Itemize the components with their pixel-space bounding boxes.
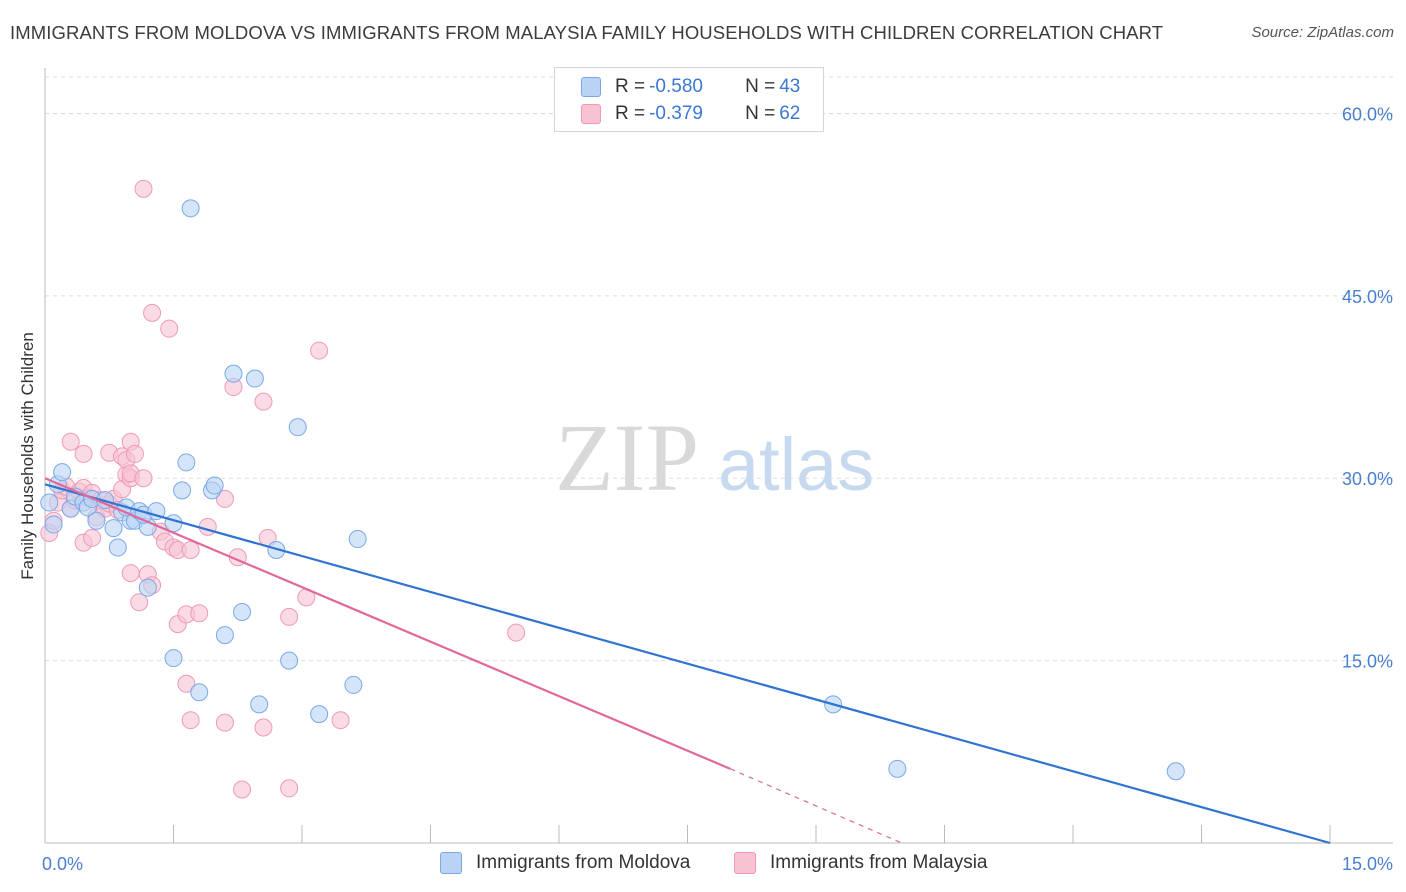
moldova-point[interactable] [40, 493, 59, 512]
malaysia-point[interactable] [215, 713, 234, 732]
malaysia-point[interactable] [134, 179, 153, 198]
y-tick-labels: 15.0% 30.0% 45.0% 60.0% [1342, 104, 1393, 671]
malaysia-trend-line [44, 477, 731, 770]
malaysia-trend-extension [730, 768, 902, 844]
moldova-point[interactable] [104, 519, 123, 538]
moldova-point[interactable] [888, 759, 907, 778]
watermark-atlas: atlas [718, 423, 874, 506]
moldova-point[interactable] [138, 578, 157, 597]
moldova-point[interactable] [205, 476, 224, 495]
moldova-point[interactable] [108, 538, 127, 557]
watermark: ZIP atlas [555, 404, 874, 511]
malaysia-point[interactable] [143, 303, 162, 322]
legend-label-moldova: Immigrants from Moldova [476, 852, 691, 873]
malaysia-point[interactable] [507, 623, 526, 642]
malaysia-point[interactable] [190, 604, 209, 623]
moldova-point[interactable] [177, 453, 196, 472]
malaysia-swatch [581, 104, 601, 124]
malaysia-legend-swatch [734, 852, 756, 874]
legend-item-moldova[interactable]: Immigrants from Moldova [440, 852, 690, 874]
malaysia-point[interactable] [177, 674, 196, 693]
trend-lines [44, 477, 1331, 845]
malaysia-point[interactable] [134, 469, 153, 488]
malaysia-points [40, 179, 526, 799]
malaysia-point[interactable] [198, 517, 217, 536]
legend-row-moldova: R = -0.580 N = 43 [581, 75, 800, 99]
moldova-point[interactable] [310, 705, 329, 724]
moldova-trend-line [44, 483, 1331, 845]
malaysia-point[interactable] [130, 593, 149, 612]
x-tick-label-min: 0.0% [42, 854, 83, 874]
malaysia-point[interactable] [233, 780, 252, 799]
legend-n-value-moldova: 43 [779, 76, 801, 97]
legend-item-malaysia[interactable]: Immigrants from Malaysia [734, 852, 988, 874]
malaysia-point[interactable] [83, 528, 102, 547]
legend-row-malaysia: R = -0.379 N = 62 [581, 102, 800, 126]
series-legend: Immigrants from Moldova Immigrants from … [0, 852, 1406, 878]
moldova-point[interactable] [190, 683, 209, 702]
moldova-point[interactable] [173, 481, 192, 500]
malaysia-point[interactable] [61, 432, 80, 451]
malaysia-point[interactable] [125, 444, 144, 463]
moldova-legend-swatch [440, 852, 462, 874]
y-tick-label: 15.0% [1342, 652, 1393, 672]
moldova-point[interactable] [87, 511, 106, 530]
moldova-point[interactable] [224, 364, 243, 383]
malaysia-point[interactable] [160, 319, 179, 338]
malaysia-point[interactable] [331, 711, 350, 730]
moldova-point[interactable] [164, 649, 183, 668]
moldova-point[interactable] [215, 626, 234, 645]
malaysia-point[interactable] [254, 718, 273, 737]
legend-r-label: R = [615, 103, 646, 124]
moldova-point[interactable] [250, 695, 269, 714]
moldova-point[interactable] [344, 675, 363, 694]
malaysia-point[interactable] [121, 564, 140, 583]
moldova-point[interactable] [181, 199, 200, 218]
moldova-point[interactable] [1166, 762, 1185, 781]
y-axis-label: Family Households with Children [18, 332, 37, 580]
malaysia-point[interactable] [181, 540, 200, 559]
legend-n-label: N = [745, 103, 776, 124]
legend-r-value-moldova: -0.580 [649, 76, 703, 97]
stats-legend: R = -0.580 N = 43 R = -0.379 N = 62 [554, 67, 824, 132]
moldova-point[interactable] [280, 651, 299, 670]
y-tick-label: 30.0% [1342, 469, 1393, 489]
malaysia-point[interactable] [181, 711, 200, 730]
watermark-zip: ZIP [555, 404, 699, 511]
y-tick-label: 45.0% [1342, 287, 1393, 307]
malaysia-point[interactable] [280, 779, 299, 798]
legend-n-label: N = [745, 76, 776, 97]
x-tick-label-max: 15.0% [1342, 854, 1393, 874]
source-label: Source: ZipAtlas.com [1251, 24, 1394, 41]
axes [44, 68, 1393, 844]
malaysia-point[interactable] [280, 607, 299, 626]
y-tick-label: 60.0% [1342, 104, 1393, 124]
moldova-point[interactable] [348, 530, 367, 549]
chart-title: IMMIGRANTS FROM MOLDOVA VS IMMIGRANTS FR… [10, 22, 1164, 43]
moldova-point[interactable] [233, 602, 252, 621]
legend-r-value-malaysia: -0.379 [649, 103, 703, 124]
legend-n-value-malaysia: 62 [779, 103, 801, 124]
malaysia-point[interactable] [254, 392, 273, 411]
legend-r-label: R = [615, 76, 646, 97]
moldova-point[interactable] [288, 418, 307, 437]
gridlines [45, 76, 1393, 662]
moldova-point[interactable] [53, 463, 72, 482]
legend-label-malaysia: Immigrants from Malaysia [770, 852, 988, 873]
moldova-point[interactable] [44, 515, 63, 534]
moldova-point[interactable] [245, 369, 264, 388]
malaysia-point[interactable] [215, 489, 234, 508]
moldova-points [40, 199, 1185, 781]
moldova-swatch [581, 77, 601, 97]
malaysia-point[interactable] [74, 444, 93, 463]
malaysia-point[interactable] [310, 341, 329, 360]
